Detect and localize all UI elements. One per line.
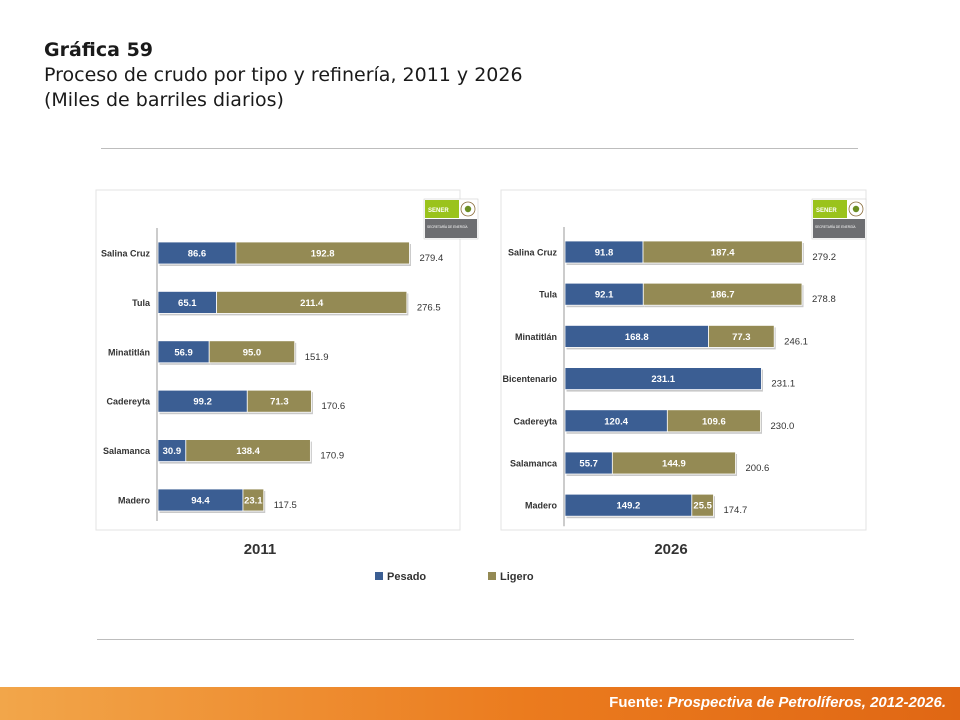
data-label: 168.8: [625, 332, 649, 343]
data-label: 149.2: [617, 501, 641, 512]
data-label: 55.7: [579, 459, 598, 470]
bar-ligero: [246, 389, 312, 413]
total-label: 279.4: [419, 253, 443, 264]
chart-number-title: Gráfica 59: [44, 39, 154, 61]
category-label: Salamanca: [510, 459, 558, 469]
category-label: Minatitlán: [515, 332, 557, 342]
category-label: Minatitlán: [108, 347, 150, 357]
data-label: 56.9: [174, 347, 193, 358]
data-label: 231.1: [651, 374, 675, 385]
category-label: Salina Cruz: [508, 248, 558, 258]
chart-units: (Miles de barriles diarios): [44, 89, 284, 111]
sener-logo: SENER SECRETARÍA DE ENERGÍA: [423, 198, 479, 240]
category-label: Madero: [525, 501, 558, 511]
total-label: 200.6: [746, 463, 770, 474]
total-label: 246.1: [784, 336, 808, 347]
data-label: 25.5: [693, 501, 712, 512]
data-label: 138.4: [236, 446, 260, 457]
title-block: Gráfica 59 Proceso de crudo por tipo y r…: [44, 38, 523, 113]
data-label: 30.9: [163, 446, 182, 457]
footer-bar: Fuente: Prospectiva de Petrolíferos, 201…: [0, 687, 960, 720]
source-text: Prospectiva de Petrolíferos, 2012-2026.: [667, 694, 946, 711]
category-label: Cadereyta: [106, 397, 151, 407]
data-label: 109.6: [702, 416, 726, 427]
data-label: 187.4: [711, 248, 735, 259]
bottom-divider: [97, 639, 854, 640]
data-label: 94.4: [191, 496, 210, 507]
source-label: Fuente:: [609, 694, 664, 711]
data-label: 65.1: [178, 298, 197, 309]
logo-green-block: [813, 200, 847, 218]
bar-ligero: [611, 451, 736, 475]
logo-subtext: SECRETARÍA DE ENERGÍA: [427, 225, 468, 229]
legend-swatch-pesado: [375, 572, 383, 580]
data-label: 71.3: [270, 397, 289, 408]
total-label: 174.7: [723, 505, 747, 516]
category-label: Salina Cruz: [101, 249, 151, 259]
data-label: 186.7: [711, 290, 735, 301]
data-label: 99.2: [193, 397, 212, 408]
data-label: 192.8: [311, 249, 335, 260]
chart-panel-2011: Salina Cruz 86.6 192.8 279.4 Tula 65.1 211.4 27…: [95, 189, 479, 558]
data-label: 211.4: [300, 298, 324, 309]
logo-text: SENER: [428, 208, 449, 214]
category-label: Cadereyta: [513, 416, 558, 426]
total-label: 117.5: [274, 500, 297, 511]
bar-ligero: [642, 282, 803, 306]
data-label: 95.0: [243, 347, 262, 358]
data-label: 23.1: [244, 496, 263, 507]
category-label: Salamanca: [103, 446, 151, 456]
bar-ligero: [242, 488, 265, 512]
category-label: Madero: [118, 496, 151, 506]
total-label: 151.9: [305, 352, 329, 363]
total-label: 170.6: [321, 401, 345, 412]
total-label: 231.1: [771, 379, 795, 390]
bar-pesado: [564, 367, 762, 391]
bar-ligero: [642, 240, 803, 264]
bar-ligero: [235, 241, 410, 265]
chart-panel-2026: Salina Cruz 91.8 187.4 279.2 Tula 92.1 186.7 27…: [500, 189, 867, 558]
bar-ligero: [691, 493, 714, 517]
category-label: Tula: [539, 290, 558, 300]
logo-subtext: SECRETARÍA DE ENERGÍA: [815, 225, 856, 229]
source-note: Fuente: Prospectiva de Petrolíferos, 201…: [609, 694, 946, 711]
logo-green-block: [425, 200, 459, 218]
top-divider: [101, 148, 858, 149]
panel-year-title: 2011: [244, 541, 277, 558]
total-label: 278.8: [812, 294, 836, 305]
data-label: 144.9: [662, 459, 686, 470]
total-label: 170.9: [320, 451, 344, 462]
bar-ligero: [708, 324, 775, 348]
data-label: 120.4: [604, 416, 628, 427]
legend: Pesado Ligero: [375, 571, 534, 583]
bar-ligero: [216, 290, 408, 314]
data-label: 86.6: [188, 249, 207, 260]
legend-label: Pesado: [387, 571, 426, 583]
category-label: Bicentenario: [502, 374, 557, 384]
logo-gray-block: [425, 219, 477, 238]
bar-ligero: [185, 439, 311, 463]
logo-text: SENER: [816, 208, 837, 214]
total-label: 276.5: [417, 302, 441, 313]
sener-logo: SENER SECRETARÍA DE ENERGÍA: [811, 198, 867, 240]
data-label: 92.1: [595, 290, 614, 301]
total-label: 279.2: [812, 252, 836, 263]
legend-swatch-ligero: [488, 572, 496, 580]
total-label: 230.0: [771, 421, 795, 432]
legend-label: Ligero: [500, 571, 534, 583]
bar-ligero: [666, 409, 761, 433]
chart-subtitle: Proceso de crudo por tipo y refinería, 2…: [44, 64, 523, 86]
logo-gray-block: [813, 219, 865, 238]
data-label: 91.8: [595, 248, 614, 259]
category-label: Tula: [132, 298, 151, 308]
data-label: 77.3: [732, 332, 751, 343]
emblem-center: [464, 205, 472, 213]
panel-year-title: 2026: [654, 541, 687, 558]
bar-ligero: [208, 340, 296, 364]
emblem-center: [852, 205, 860, 213]
